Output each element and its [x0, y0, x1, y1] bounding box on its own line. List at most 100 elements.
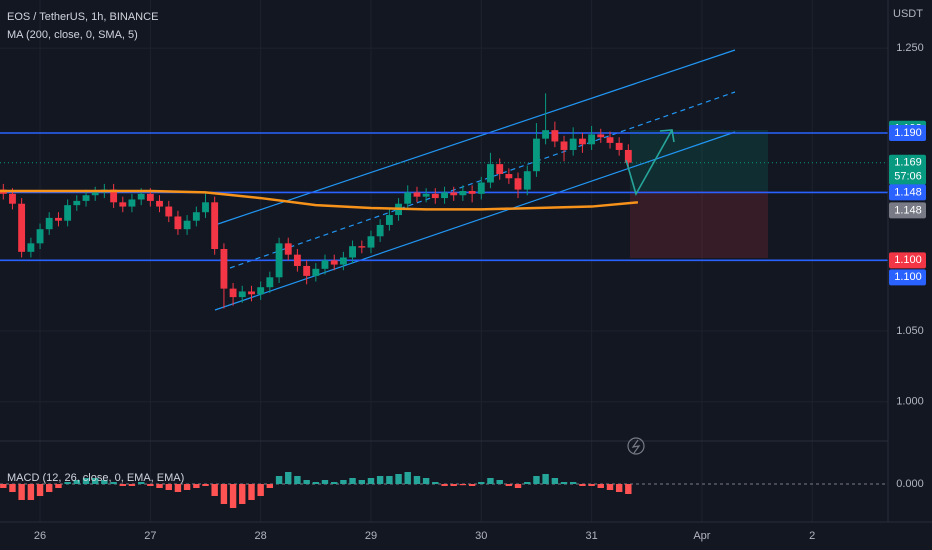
candle-body [624, 149, 632, 163]
macd-histogram-bar [615, 484, 623, 492]
macd-histogram-bar [386, 476, 393, 484]
macd-histogram-bar [110, 482, 117, 484]
macd-histogram-bar [9, 484, 16, 492]
macd-histogram-bar [478, 482, 485, 484]
macd-histogram-bar [542, 474, 549, 484]
macd-histogram-bar [27, 484, 35, 500]
candle-body [496, 164, 504, 175]
candle-body [579, 138, 586, 145]
candle-body [358, 246, 366, 248]
macd-histogram-bar [229, 484, 237, 508]
macd-histogram-bar [239, 484, 246, 504]
macd-histogram-bar [73, 480, 80, 484]
macd-histogram-bar [432, 482, 439, 484]
candle-body [487, 164, 494, 183]
macd-histogram-bar [156, 484, 163, 488]
candle-body [569, 138, 577, 150]
candle-body [91, 192, 99, 196]
macd-histogram-bar [588, 484, 595, 486]
currency: USDT [893, 8, 923, 20]
macd-histogram-bar [294, 476, 301, 484]
macd-histogram-bar [450, 484, 457, 486]
price-tag-label: 1.190 [894, 127, 922, 139]
candle-body [468, 190, 476, 194]
macd-histogram-bar [174, 484, 182, 492]
candle-body [211, 202, 219, 250]
macd-histogram-bar [0, 484, 7, 488]
candle-body [266, 277, 274, 288]
candle-body [293, 254, 301, 266]
macd-histogram-bar [459, 484, 467, 486]
candle-body [312, 268, 320, 276]
alert-icon[interactable] [627, 437, 645, 455]
candle-body [202, 202, 209, 213]
candle-body [450, 192, 458, 196]
macd-histogram-bar [569, 482, 577, 484]
macd-histogram-bar [505, 484, 513, 486]
macd-histogram-bar [248, 484, 255, 500]
macd-histogram-bar [119, 484, 126, 486]
projection-arrow [625, 129, 673, 197]
x-tick-label: 30 [475, 530, 487, 542]
candle-body [192, 212, 200, 221]
candle-body [551, 130, 559, 142]
macd-histogram-bar [220, 484, 228, 504]
x-tick-label: 2 [809, 530, 815, 542]
macd-histogram-bar [514, 484, 522, 488]
macd-histogram-bar [91, 478, 99, 484]
x-tick-label: Apr [693, 530, 710, 542]
macd-histogram-bar [331, 482, 338, 484]
macd-histogram-bar [211, 484, 218, 496]
macd-histogram-bar [404, 472, 411, 484]
candle-body [183, 220, 191, 230]
candle-body [321, 260, 329, 269]
macd-histogram-bar [18, 484, 25, 500]
ma-legend: MA (200, close, 0, SMA, 5) [7, 29, 138, 41]
price-tag-label: 1.100 [894, 271, 922, 283]
price-tag-label: 1.169 [894, 157, 922, 169]
candle-body [73, 200, 81, 206]
macd-histogram-bar [367, 478, 375, 484]
macd-tick-label: 0.000 [896, 478, 924, 490]
macd-histogram-bar [45, 484, 53, 492]
arrow-head [659, 129, 675, 143]
y-tick-label: 1.250 [896, 42, 924, 54]
macd-histogram-bar [340, 480, 347, 484]
x-tick-label: 31 [585, 530, 597, 542]
macd-histogram-bar [147, 484, 154, 486]
candle-body [385, 215, 393, 225]
macd-histogram-bar [312, 482, 320, 484]
candle-body [441, 192, 448, 199]
candle-body [413, 192, 421, 197]
candle-body [459, 190, 467, 196]
candle-body [174, 216, 182, 230]
macd-histogram-bar [183, 484, 191, 490]
price-tag-label: 1.148 [894, 204, 922, 216]
candle-body [349, 246, 356, 258]
macd-histogram-bar [551, 478, 559, 484]
candle-body [82, 195, 90, 201]
y-tick-label: 1.000 [896, 396, 924, 408]
macd-histogram-bar [275, 476, 283, 484]
macd-histogram-bar [606, 484, 614, 490]
candle-body [18, 203, 26, 252]
macd-legend: MACD (12, 26, close, 0, EMA, EMA) [7, 472, 184, 484]
symbol-title: EOS / TetherUS, 1h, BINANCE [7, 11, 158, 23]
plot [0, 93, 639, 309]
macd-histogram-bar [266, 484, 274, 488]
candle-body [110, 189, 118, 203]
candle-body [606, 137, 614, 143]
macd-histogram-bar [257, 484, 264, 496]
candle-body [404, 192, 412, 204]
x-tick-label: 29 [365, 530, 377, 542]
candle-body [45, 217, 53, 230]
macd-histogram-bar [533, 476, 540, 484]
macd-histogram-bar [202, 484, 209, 486]
candle-body [560, 141, 568, 150]
x-tick-label: 28 [255, 530, 267, 542]
macd-histogram-bar [349, 478, 356, 484]
macd-histogram-bar [413, 476, 421, 484]
candle-body [64, 205, 72, 221]
candle-body [588, 134, 596, 145]
